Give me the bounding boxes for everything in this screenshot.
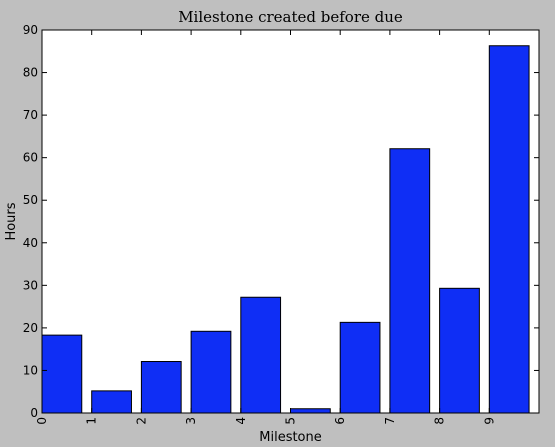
y-tick-label: 0 [30,406,38,420]
y-tick-label: 10 [23,363,38,377]
bar-8 [439,287,480,414]
bar-3 [190,330,232,414]
bars-group [41,45,530,414]
chart-title: Milestone created before due [178,8,403,26]
x-tick-label: 6 [333,417,347,425]
bar-6 [339,321,381,414]
y-tick-label: 20 [23,321,38,335]
x-tick-label: 8 [433,417,447,425]
y-tick-label: 30 [23,278,38,292]
y-tick-label: 70 [23,108,38,122]
bar-7 [389,148,431,414]
bar-1 [91,390,132,414]
x-tick-label: 9 [482,417,496,425]
bar-2 [140,361,182,414]
y-axis-label: Hours [4,202,19,240]
bar-4 [240,296,282,414]
y-tick-label: 50 [23,193,38,207]
x-tick-label: 5 [284,417,298,425]
x-tick-label: 7 [383,417,397,425]
x-tick-label: 2 [134,417,148,425]
x-tick-label: 3 [184,417,198,425]
bar-5 [290,408,331,414]
y-tick-label: 60 [23,151,38,165]
x-tick-label: 4 [234,417,248,425]
bar-0 [41,334,83,414]
y-tick-label: 90 [23,23,38,37]
y-tick-label: 40 [23,236,38,250]
bar-9 [488,45,530,414]
y-tick-label: 80 [23,66,38,80]
y-axis-ticks: 0 10 20 30 40 50 60 70 80 90 [23,23,539,420]
x-tick-label: 1 [85,417,99,425]
x-axis-ticks: 0 1 2 3 4 5 6 7 8 9 [35,30,496,425]
x-axis-label: Milestone [259,430,322,445]
x-tick-label: 0 [35,417,49,425]
